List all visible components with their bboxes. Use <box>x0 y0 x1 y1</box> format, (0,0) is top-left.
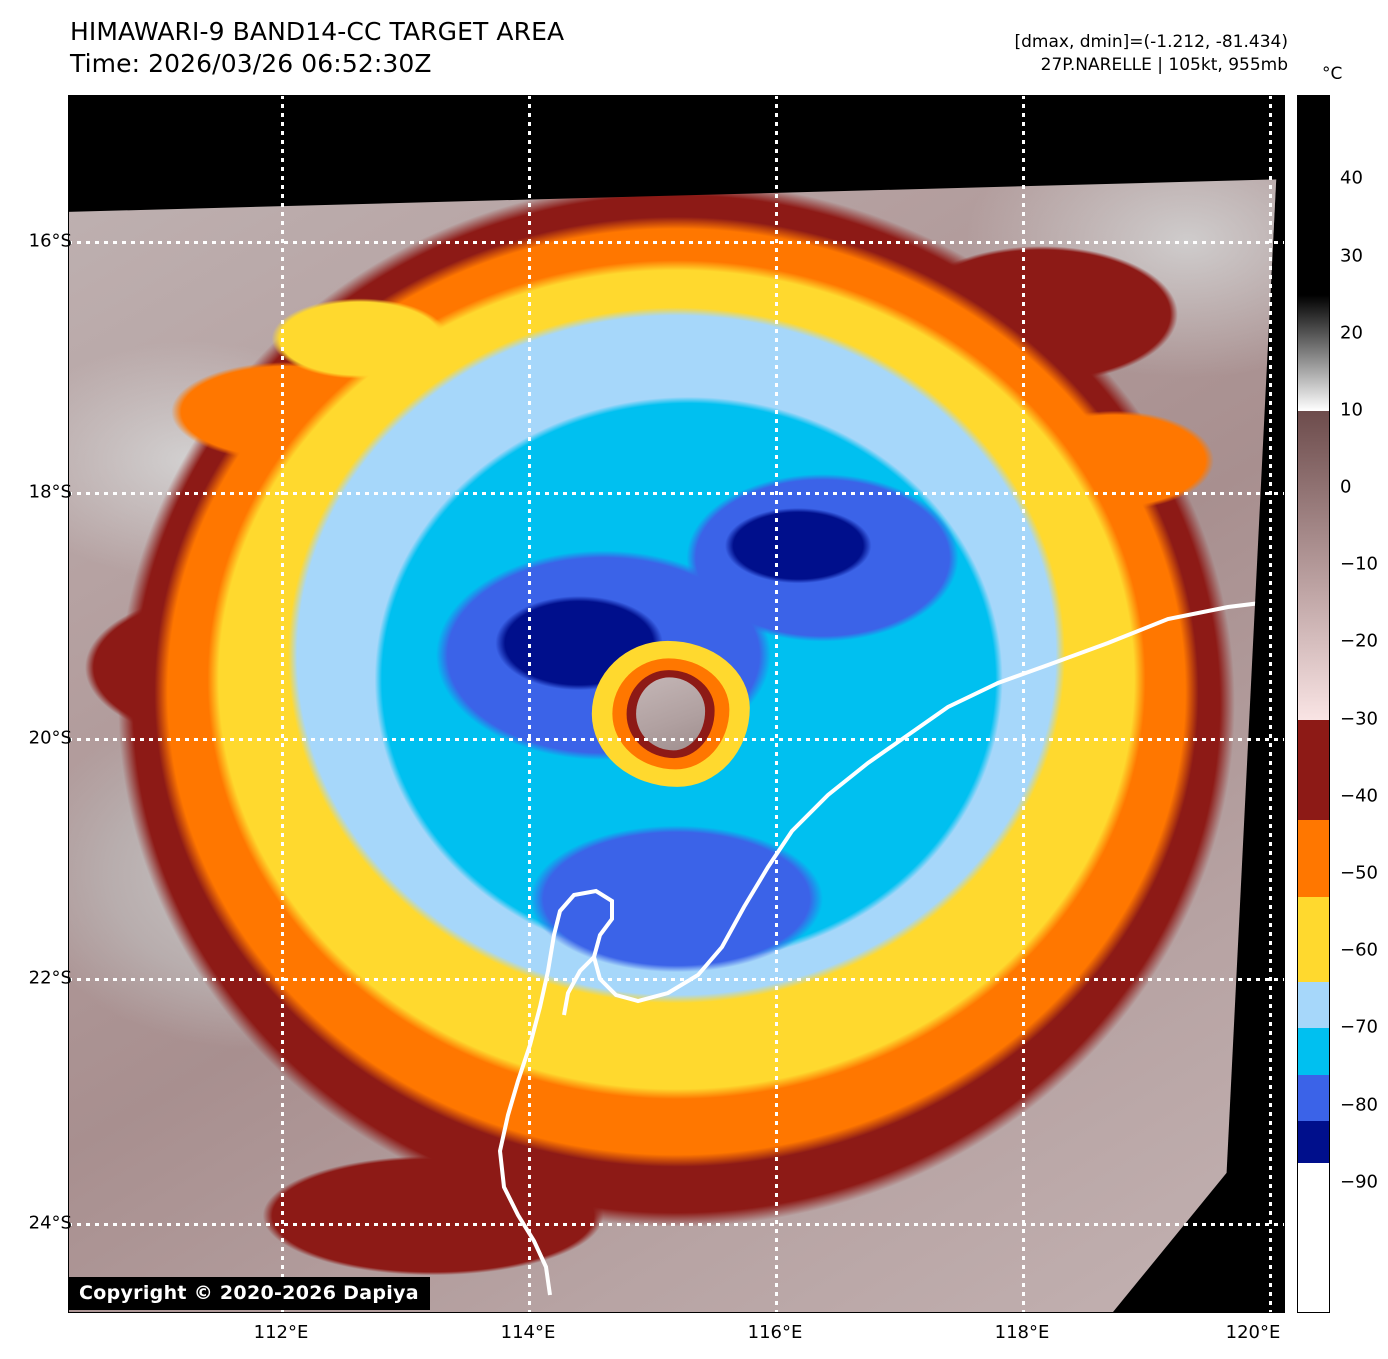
colorbar-segment-cyan <box>1298 1028 1329 1075</box>
gridline-lon-120 <box>1269 95 1273 1313</box>
gridline-lon-112 <box>280 95 284 1313</box>
colorbar-tick--50: −50 <box>1340 862 1378 884</box>
gridline-lon-118 <box>1022 95 1026 1313</box>
colorbar-tick--30: −30 <box>1340 708 1378 730</box>
colorbar-tick-0: 0 <box>1340 476 1352 498</box>
gridline-lat-20s <box>68 738 1285 742</box>
colorbar-tick-10: 10 <box>1340 399 1363 421</box>
gridline-lon-114 <box>528 95 532 1313</box>
satellite-data-swath <box>68 101 1281 1313</box>
colorbar-tick-30: 30 <box>1340 245 1363 267</box>
coastline-overlay <box>497 598 1281 1296</box>
colorbar-segment-light-blue <box>1298 982 1329 1029</box>
axis-label-lon-118e: 118°E <box>994 1322 1050 1343</box>
gridline-lat-18s <box>68 492 1285 496</box>
colorbar-segment-blue <box>1298 1074 1329 1122</box>
copyright-banner: Copyright © 2020-2026 Dapiya <box>68 1277 430 1310</box>
axis-label-lat-24s: 24°S <box>28 1212 72 1234</box>
colorbar-tick--70: −70 <box>1340 1016 1378 1038</box>
colorbar-tick--40: −40 <box>1340 785 1378 807</box>
data-minmax-label: [dmax, dmin]=(-1.212, -81.434) <box>1014 32 1289 52</box>
axis-label-lon-120e: 120°E <box>1225 1322 1281 1343</box>
colorbar-segment-navy <box>1298 1121 1329 1164</box>
temperature-colorbar[interactable] <box>1297 95 1330 1313</box>
colorbar-tick-40: 40 <box>1340 167 1363 189</box>
gridline-lat-16s <box>68 241 1285 245</box>
axis-label-lat-22s: 22°S <box>28 967 72 989</box>
page-title: HIMAWARI-9 BAND14-CC TARGET AREA Time: 2… <box>70 16 564 80</box>
metadata-block: [dmax, dmin]=(-1.212, -81.434) 27P.NAREL… <box>1015 31 1289 77</box>
storm-info-label: 27P.NARELLE | 105kt, 955mb <box>1040 55 1288 75</box>
colorbar-segment-black-hot <box>1298 96 1329 296</box>
storm-eye <box>591 640 750 787</box>
colorbar-tick--20: −20 <box>1340 630 1378 652</box>
colorbar-tick-20: 20 <box>1340 322 1363 344</box>
gridline-lat-22s <box>68 978 1285 982</box>
colorbar-tick--10: −10 <box>1340 553 1378 575</box>
axis-label-lon-116e: 116°E <box>747 1322 803 1343</box>
axis-label-lon-114e: 114°E <box>500 1322 556 1343</box>
colorbar-segment-orange <box>1298 820 1329 898</box>
colorbar-tick--90: −90 <box>1340 1171 1378 1193</box>
colorbar-segment-mauve-ramp <box>1298 410 1329 720</box>
gridline-lon-116 <box>775 95 779 1313</box>
colorbar-unit-label: °C <box>1322 64 1343 84</box>
axis-label-lat-20s: 20°S <box>28 727 72 749</box>
satellite-image-canvas[interactable] <box>68 95 1285 1313</box>
axis-label-lat-16s: 16°S <box>28 230 72 252</box>
gridline-lat-24s <box>68 1222 1285 1226</box>
colorbar-tick--60: −60 <box>1340 939 1378 961</box>
axis-label-lat-18s: 18°S <box>28 481 72 503</box>
colorbar-segment-yellow <box>1298 897 1329 983</box>
colorbar-segment-grey-ramp <box>1298 295 1329 411</box>
colorbar-tick--80: −80 <box>1340 1094 1378 1116</box>
product-title: HIMAWARI-9 BAND14-CC TARGET AREA <box>70 17 565 46</box>
colorbar-segment-white-coldest <box>1298 1163 1329 1312</box>
observation-time: Time: 2026/03/26 06:52:30Z <box>70 49 432 78</box>
colorbar-segment-dark-red <box>1298 719 1329 820</box>
axis-label-lon-112e: 112°E <box>253 1322 309 1343</box>
